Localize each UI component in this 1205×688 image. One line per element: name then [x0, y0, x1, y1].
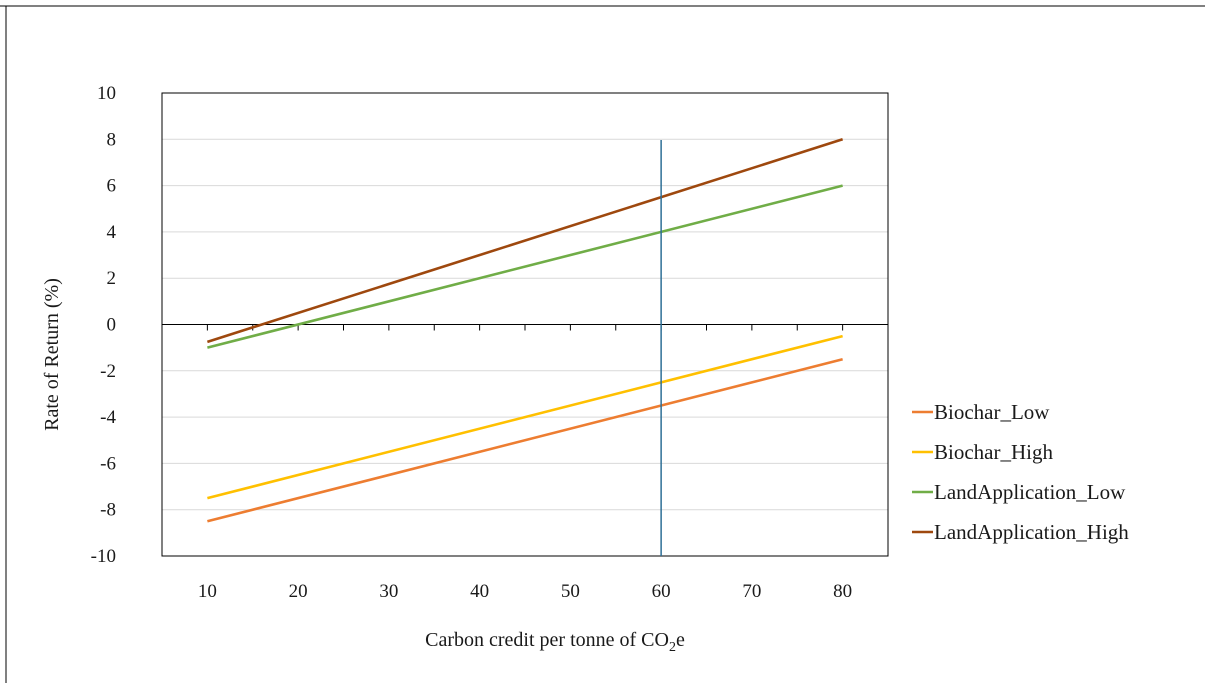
x-axis-title-tail: e — [676, 629, 685, 651]
series-line-Biochar_High — [207, 334, 843, 500]
y-tick-label: 2 — [107, 268, 117, 289]
y-tick-label: -6 — [100, 453, 116, 474]
legend-label: Biochar_Low — [934, 400, 1050, 424]
x-tick-label: 30 — [379, 581, 398, 602]
axes — [162, 324, 888, 331]
legend-label: Biochar_High — [934, 440, 1053, 464]
x-axis-title-main: Carbon credit per tonne of CO — [425, 629, 669, 651]
series-lines — [206, 138, 844, 523]
legend: Biochar_Low Biochar_High LandApplication_L… — [912, 400, 1129, 544]
x-tick-label: 10 — [198, 581, 217, 602]
y-tick-label: -10 — [91, 546, 116, 567]
x-tick-label: 60 — [652, 581, 671, 602]
x-tick-label: 80 — [833, 581, 852, 602]
y-tick-label: -2 — [100, 361, 116, 382]
y-tick-label: -8 — [100, 500, 116, 521]
x-axis-title: Carbon credit per tonne of CO2e — [425, 629, 685, 655]
x-tick-label: 20 — [289, 581, 308, 602]
legend-label: LandApplication_Low — [934, 480, 1126, 504]
x-tick-label: 50 — [561, 581, 580, 602]
y-tick-label: 4 — [107, 222, 117, 243]
legend-label: LandApplication_High — [934, 520, 1129, 544]
x-tick-labels: 10 20 30 40 50 60 70 80 — [198, 581, 852, 602]
series-line-Biochar_Low — [207, 357, 843, 523]
y-tick-label: 10 — [97, 83, 116, 104]
y-tick-label: 6 — [107, 176, 117, 197]
x-tick-label: 70 — [742, 581, 761, 602]
y-tick-label: -4 — [100, 407, 116, 428]
gridlines — [162, 138, 888, 511]
y-axis-title: Rate of Return (%) — [41, 278, 63, 431]
series-line-LandApplication_Low — [207, 184, 843, 349]
y-tick-label: 0 — [107, 315, 117, 336]
y-tick-label: 8 — [107, 129, 117, 150]
y-tick-labels: 10 8 6 4 2 0 -2 -4 -6 -8 -10 — [91, 83, 117, 567]
series-line-LandApplication_High — [206, 138, 844, 344]
x-tick-label: 40 — [470, 581, 489, 602]
x-axis-title-subscript: 2 — [669, 640, 676, 655]
